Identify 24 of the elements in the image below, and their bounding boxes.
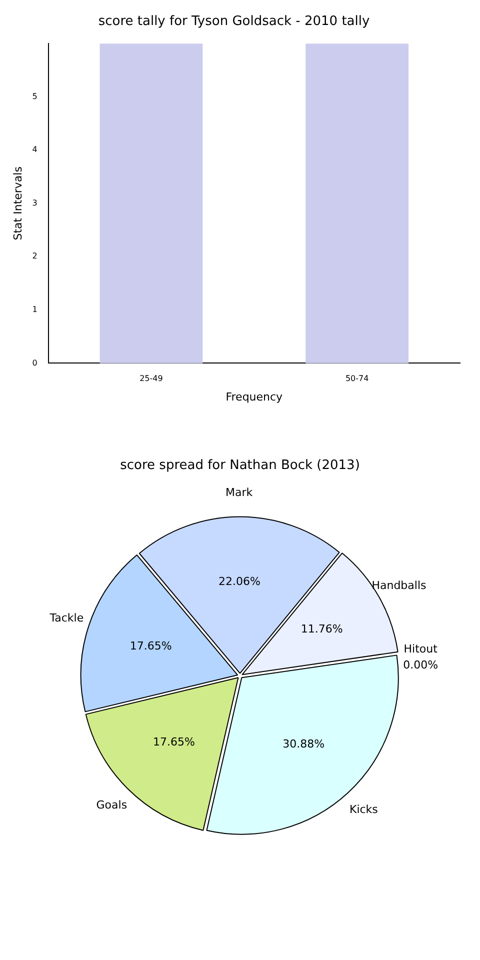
y-tick-label: 5 bbox=[32, 92, 38, 101]
y-tick-label: 2 bbox=[32, 252, 38, 261]
data-label: 22.06% bbox=[218, 574, 260, 588]
data-label: 17.65% bbox=[130, 639, 172, 652]
chart-title: score tally for Tyson Goldsack - 2010 tally bbox=[98, 14, 370, 30]
slice-label: Handballs bbox=[372, 579, 426, 592]
y-axis-title: Stat Intervals bbox=[11, 166, 24, 240]
chart-title: score spread for Nathan Bock (2013) bbox=[120, 458, 360, 474]
category-label: Hitout bbox=[404, 642, 438, 656]
x-tick-label: 25-49 bbox=[140, 374, 163, 384]
data-label: 30.88% bbox=[282, 738, 325, 751]
x-axis-title: Frequency bbox=[226, 390, 284, 404]
slice-label: Kicks bbox=[349, 802, 378, 816]
slice-label: Tackle bbox=[48, 612, 84, 625]
text: 0.00% bbox=[403, 658, 438, 672]
slice-label: Mark bbox=[226, 486, 254, 500]
x-tick-label: 50-74 bbox=[345, 374, 369, 384]
y-tick-label: 0 bbox=[32, 358, 38, 368]
y-tick-label: 4 bbox=[32, 145, 38, 154]
y-tick-label: 1 bbox=[32, 305, 38, 314]
slice-label: Goals bbox=[96, 798, 128, 812]
data-label: 11.76% bbox=[300, 622, 343, 636]
data-label: 17.65% bbox=[152, 735, 195, 748]
y-tick-label: 3 bbox=[32, 198, 38, 208]
